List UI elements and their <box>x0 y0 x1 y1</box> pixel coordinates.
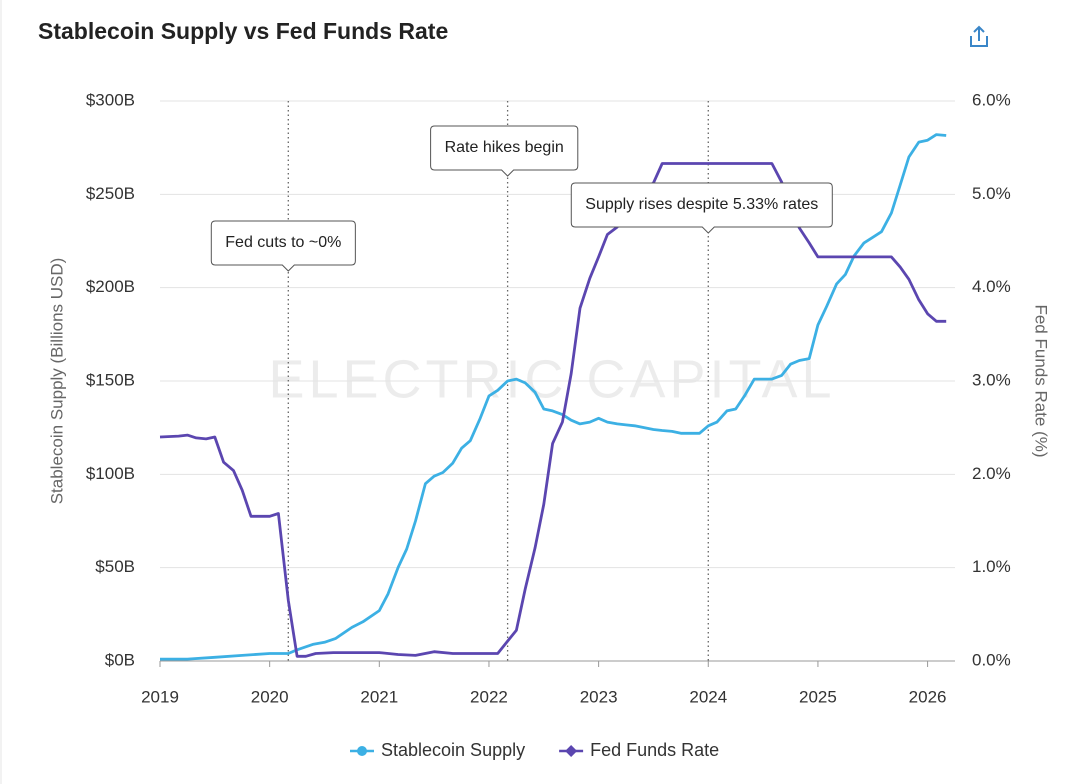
watermark: ELECTRIC CAPITAL <box>268 349 835 409</box>
x-tick-label: 2022 <box>470 687 508 706</box>
legend-label: Stablecoin Supply <box>381 740 525 760</box>
callout: Fed cuts to ~0% <box>210 220 356 272</box>
callout: Supply rises despite 5.33% rates <box>570 182 833 234</box>
x-tick-label: 2024 <box>689 687 727 706</box>
y2-tick-label: 5.0% <box>972 184 1011 203</box>
legend-marker <box>357 746 367 756</box>
legend-label: Fed Funds Rate <box>590 740 719 760</box>
y-tick-label: $200B <box>86 277 135 296</box>
callout-box <box>570 182 833 234</box>
legend-marker <box>565 745 578 757</box>
callout-text: Rate hikes begin <box>445 139 564 156</box>
x-tick-label: 2026 <box>909 687 947 706</box>
y2-tick-label: 0.0% <box>972 650 1011 669</box>
y-axis-title: Stablecoin Supply (Billions USD) <box>47 258 66 505</box>
chart-title: Stablecoin Supply vs Fed Funds Rate <box>38 18 448 44</box>
x-tick-label: 2020 <box>251 687 289 706</box>
x-tick-label: 2025 <box>799 687 837 706</box>
x-tick-label: 2021 <box>360 687 398 706</box>
callout-box <box>430 125 579 177</box>
y2-tick-label: 4.0% <box>972 277 1011 296</box>
legend: Stablecoin Supply Fed Funds Rate <box>350 740 719 760</box>
callout: Rate hikes begin <box>430 125 579 177</box>
y-tick-label: $150B <box>86 370 135 389</box>
y-tick-label: $0B <box>105 650 135 669</box>
y2-tick-label: 2.0% <box>972 464 1011 483</box>
series-line <box>160 133 947 661</box>
y-tick-label: $100B <box>86 464 135 483</box>
share-icon-arrow[interactable] <box>973 25 985 41</box>
x-tick-label: 2023 <box>580 687 618 706</box>
series-line <box>159 162 947 658</box>
y-tick-label: $50B <box>95 557 135 576</box>
x-tick-label: 2019 <box>141 687 179 706</box>
share-icon[interactable] <box>970 25 988 47</box>
y2-tick-label: 6.0% <box>972 90 1011 109</box>
y-tick-label: $250B <box>86 184 135 203</box>
y2-tick-label: 3.0% <box>972 370 1011 389</box>
share-icon-box[interactable] <box>970 36 988 47</box>
callout-text: Fed cuts to ~0% <box>225 234 341 251</box>
y2-tick-label: 1.0% <box>972 557 1011 576</box>
callout-box <box>210 220 356 272</box>
y-tick-label: $300B <box>86 90 135 109</box>
callout-text: Supply rises despite 5.33% rates <box>585 196 818 213</box>
y2-axis-title: Fed Funds Rate (%) <box>1032 304 1051 457</box>
